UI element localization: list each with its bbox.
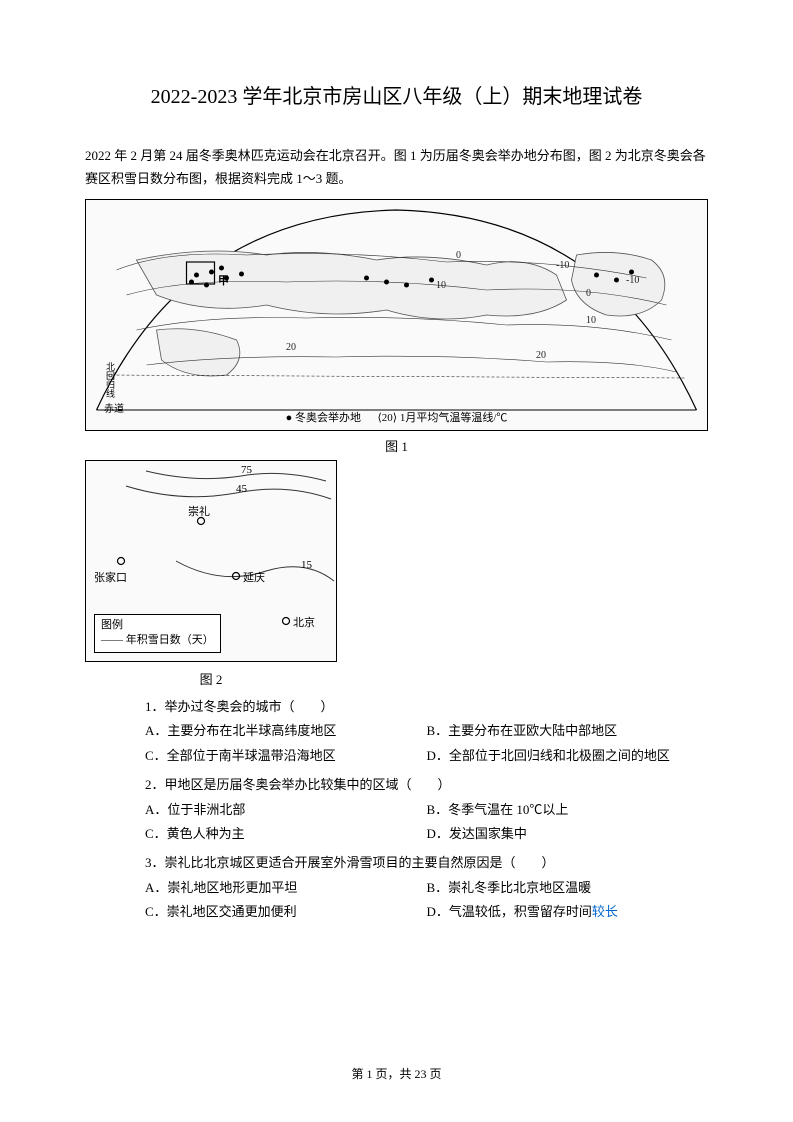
q2-opt-c: C．黄色人种为主 bbox=[145, 822, 427, 847]
q3d-link: 较长 bbox=[592, 904, 618, 919]
q2a-letter: A． bbox=[145, 802, 167, 817]
q2d-text: 发达国家集中 bbox=[449, 826, 527, 841]
q1a-letter: A． bbox=[145, 723, 167, 738]
q3a-text: 崇礼地区地形更加平坦 bbox=[167, 880, 297, 895]
q2-stem: 2．甲地区是历届冬奥会举办比较集中的区域（ ） bbox=[145, 773, 708, 798]
q1-opt-b: B．主要分布在亚欧大陆中部地区 bbox=[427, 719, 709, 744]
legend-dot: ● 冬奥会举办地 bbox=[286, 412, 361, 424]
world-map-svg bbox=[86, 200, 707, 430]
q1b-letter: B． bbox=[427, 723, 449, 738]
q3d-letter: D． bbox=[427, 904, 449, 919]
iso-n10b: -10 bbox=[626, 275, 639, 286]
legend-line: ⟨20⟩ 1月平均气温等温线/℃ bbox=[378, 412, 508, 424]
q3c-text: 崇礼地区交通更加便利 bbox=[167, 904, 297, 919]
loc-beijing: 北京 bbox=[293, 614, 315, 630]
q2-opt-d: D．发达国家集中 bbox=[427, 822, 709, 847]
label-beihui: 北回归线 bbox=[104, 362, 117, 398]
contour-45: 45 bbox=[236, 483, 247, 495]
q1-options: A．主要分布在北半球高纬度地区 B．主要分布在亚欧大陆中部地区 C．全部位于南半… bbox=[145, 719, 708, 768]
iso-n10a: -10 bbox=[556, 260, 569, 271]
iso-10: 10 bbox=[436, 280, 446, 291]
figure1-container: 甲 北回归线 赤道 0 10 -10 0 -10 20 10 20 ● 冬奥会举… bbox=[85, 199, 708, 431]
q3-opt-c: C．崇礼地区交通更加便利 bbox=[145, 900, 427, 925]
q2-opt-a: A．位于非洲北部 bbox=[145, 798, 427, 823]
legend-title: 图例 bbox=[101, 618, 214, 633]
q3b-letter: B． bbox=[427, 880, 449, 895]
figure1-legend: ● 冬奥会举办地 ⟨20⟩ 1月平均气温等温线/℃ bbox=[86, 409, 707, 425]
q2c-letter: C． bbox=[145, 826, 167, 841]
q3-opt-b: B．崇礼冬季比北京地区温暖 bbox=[427, 876, 709, 901]
contour-75: 75 bbox=[241, 464, 252, 476]
loc-zhangjiakou: 张家口 bbox=[94, 569, 127, 585]
q1c-letter: C． bbox=[145, 748, 167, 763]
q3-opt-a: A．崇礼地区地形更加平坦 bbox=[145, 876, 427, 901]
q3-options: A．崇礼地区地形更加平坦 B．崇礼冬季比北京地区温暖 C．崇礼地区交通更加便利 … bbox=[145, 876, 708, 925]
legend-item: —— 年积雪日数（天） bbox=[101, 633, 214, 648]
q2-num: 2． bbox=[145, 773, 165, 798]
iso-20b: 20 bbox=[536, 350, 546, 361]
q1c-text: 全部位于南半球温带沿海地区 bbox=[167, 748, 336, 763]
contour-15: 15 bbox=[301, 559, 312, 571]
q1-stem: 1．举办过冬奥会的城市（ ） bbox=[145, 695, 708, 720]
q2c-text: 黄色人种为主 bbox=[167, 826, 245, 841]
q2b-letter: B． bbox=[427, 802, 449, 817]
page-title: 2022-2023 学年北京市房山区八年级（上）期末地理试卷 bbox=[85, 80, 708, 109]
q2d-letter: D． bbox=[427, 826, 449, 841]
q1a-text: 主要分布在北半球高纬度地区 bbox=[167, 723, 336, 738]
q2a-text: 位于非洲北部 bbox=[167, 802, 245, 817]
loc-yanqing: 延庆 bbox=[243, 569, 265, 585]
q2-text: 甲地区是历届冬奥会举办比较集中的区域（ ） bbox=[165, 777, 451, 792]
figure2-caption: 图 2 bbox=[85, 666, 337, 691]
figure2-map: 75 45 15 张家口 崇礼 延庆 北京 图例 —— 年积雪日数（天） bbox=[86, 461, 336, 661]
q1-text: 举办过冬奥会的城市（ ） bbox=[165, 699, 334, 714]
questions-block: 1．举办过冬奥会的城市（ ） A．主要分布在北半球高纬度地区 B．主要分布在亚欧… bbox=[85, 695, 708, 925]
q3b-text: 崇礼冬季比北京地区温暖 bbox=[448, 880, 591, 895]
iso-10b: 10 bbox=[586, 315, 596, 326]
intro-text: 2022 年 2 月第 24 届冬季奥林匹克运动会在北京召开。图 1 为历届冬奥… bbox=[85, 144, 708, 191]
label-jia: 甲 bbox=[218, 272, 229, 288]
q3a-letter: A． bbox=[145, 880, 167, 895]
q2b-text: 冬季气温在 10℃以上 bbox=[448, 802, 568, 817]
q3-num: 3． bbox=[145, 851, 165, 876]
q2-opt-b: B．冬季气温在 10℃以上 bbox=[427, 798, 709, 823]
figure1-map: 甲 北回归线 赤道 0 10 -10 0 -10 20 10 20 ● 冬奥会举… bbox=[86, 200, 707, 430]
figure1-caption: 图 1 bbox=[85, 433, 708, 458]
page-footer: 第 1 页，共 23 页 bbox=[0, 1065, 793, 1082]
q3-stem: 3．崇礼比北京城区更适合开展室外滑雪项目的主要自然原因是（ ） bbox=[145, 851, 708, 876]
q1d-text: 全部位于北回归线和北极圈之间的地区 bbox=[449, 748, 670, 763]
q3c-letter: C． bbox=[145, 904, 167, 919]
q3-text: 崇礼比北京城区更适合开展室外滑雪项目的主要自然原因是（ ） bbox=[165, 855, 555, 870]
iso-0a: 0 bbox=[456, 250, 461, 261]
figure2-legend-box: 图例 —— 年积雪日数（天） bbox=[94, 614, 221, 653]
q1b-text: 主要分布在亚欧大陆中部地区 bbox=[448, 723, 617, 738]
q3d-text: 气温较低，积雪留存时间 bbox=[449, 904, 592, 919]
q1-opt-d: D．全部位于北回归线和北极圈之间的地区 bbox=[427, 744, 709, 769]
iso-0b: 0 bbox=[586, 288, 591, 299]
q1-num: 1． bbox=[145, 695, 165, 720]
q1-opt-a: A．主要分布在北半球高纬度地区 bbox=[145, 719, 427, 744]
figure2-container: 75 45 15 张家口 崇礼 延庆 北京 图例 —— 年积雪日数（天） bbox=[85, 460, 337, 662]
q1-opt-c: C．全部位于南半球温带沿海地区 bbox=[145, 744, 427, 769]
loc-chongli: 崇礼 bbox=[188, 503, 210, 519]
q2-options: A．位于非洲北部 B．冬季气温在 10℃以上 C．黄色人种为主 D．发达国家集中 bbox=[145, 798, 708, 847]
q1d-letter: D． bbox=[427, 748, 449, 763]
q3-opt-d: D．气温较低，积雪留存时间较长 bbox=[427, 900, 709, 925]
iso-20a: 20 bbox=[286, 342, 296, 353]
